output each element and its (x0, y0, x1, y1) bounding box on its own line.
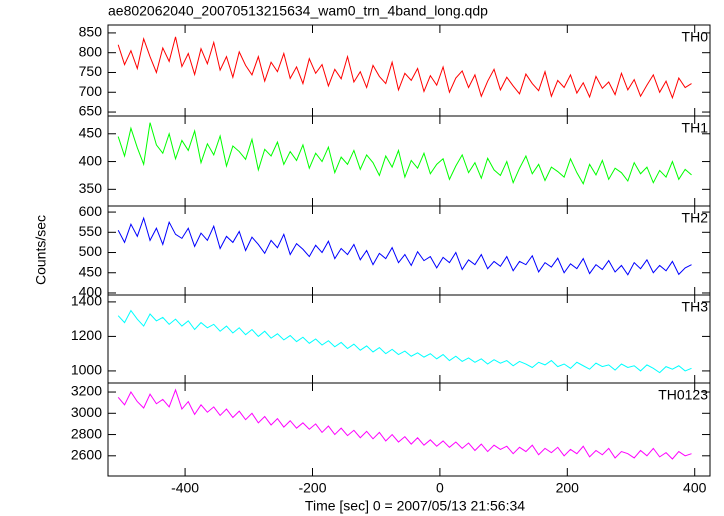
y-tick-label: 650 (79, 103, 103, 119)
y-tick-label: 800 (79, 43, 103, 59)
y-tick-label: 550 (79, 223, 103, 239)
x-tick-label: 0 (436, 480, 444, 496)
light-curve (117, 388, 692, 460)
x-tick-label: -200 (298, 480, 326, 496)
panel-frame (107, 294, 711, 384)
y-tick-label: 850 (79, 24, 103, 40)
panel-frame (107, 382, 711, 477)
light-curve (117, 36, 692, 100)
y-tick-label: 500 (79, 243, 103, 259)
x-tick-label: -400 (171, 480, 199, 496)
panel-label: TH2 (682, 210, 709, 226)
x-tick-label: 200 (556, 480, 580, 496)
panel-frame (107, 24, 711, 117)
panel-label: TH0123 (658, 387, 708, 403)
panel-frame (107, 205, 711, 296)
y-tick-label: 1000 (71, 362, 102, 378)
light-curve (117, 309, 692, 374)
y-tick-label: 3000 (71, 404, 102, 420)
y-axis-label: Counts/sec (33, 215, 49, 285)
chart-title: ae802062040_20070513215634_wam0_trn_4ban… (108, 3, 488, 19)
y-tick-label: 400 (79, 152, 103, 168)
y-tick-label: 700 (79, 83, 103, 99)
x-tick-label: 400 (683, 480, 707, 496)
y-tick-label: 750 (79, 63, 103, 79)
panel-label: TH3 (682, 299, 709, 315)
y-tick-label: 450 (79, 124, 103, 140)
light-curve (117, 216, 692, 276)
y-tick-label: 2800 (71, 425, 102, 441)
panel-label: TH0 (682, 29, 709, 45)
y-tick-label: 1400 (71, 293, 102, 309)
y-tick-label: 400 (79, 284, 103, 300)
x-axis-label: Time [sec] 0 = 2007/05/13 21:56:34 (305, 498, 525, 514)
y-tick-label: 3200 (71, 383, 102, 399)
light-curve (117, 122, 692, 186)
y-tick-label: 1200 (71, 327, 102, 343)
panel-frame (107, 115, 711, 207)
y-tick-label: 600 (79, 203, 103, 219)
panel-label: TH1 (682, 120, 709, 136)
y-tick-label: 450 (79, 263, 103, 279)
y-tick-label: 350 (79, 180, 103, 196)
y-tick-label: 2600 (71, 447, 102, 463)
